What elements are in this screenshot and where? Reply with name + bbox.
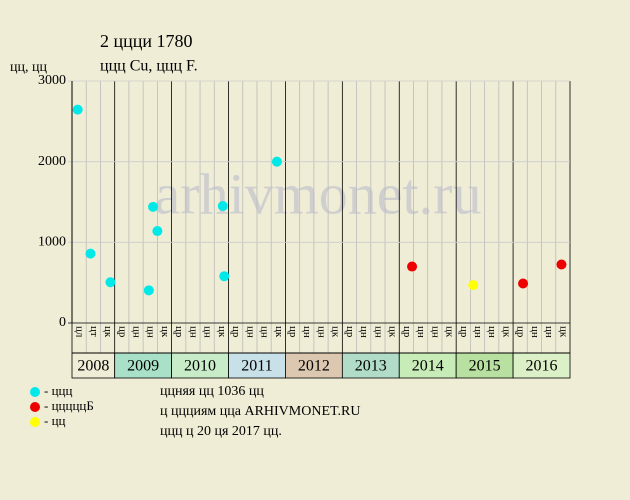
period-label: цр xyxy=(230,326,242,338)
year-label: 2011 xyxy=(241,358,272,375)
y-tick-label: 0 xyxy=(59,315,66,330)
year-label: 2012 xyxy=(298,358,330,375)
period-label: цн xyxy=(543,326,555,338)
point xyxy=(217,201,228,212)
year-cell xyxy=(171,352,229,379)
period-label: цк xyxy=(557,326,569,338)
period-label: цр xyxy=(287,326,299,338)
period-label: цк xyxy=(159,326,171,338)
period-label: цк xyxy=(216,326,228,338)
period-label: цн xyxy=(472,326,484,338)
year-label: 2015 xyxy=(469,358,501,375)
point xyxy=(518,278,529,289)
point xyxy=(407,261,418,272)
year-label: 2008 xyxy=(77,358,109,375)
point xyxy=(468,280,479,291)
period-label: цн xyxy=(187,326,199,338)
y-tick-label: 1000 xyxy=(38,235,66,250)
note: ц ццциям цца ARHIVMONET.RU xyxy=(160,404,360,419)
period-label: цк xyxy=(273,326,285,338)
period-label: цр xyxy=(458,326,470,338)
y-tick-label: 3000 xyxy=(38,73,66,88)
year-label: 2010 xyxy=(184,358,216,375)
period-label: цр xyxy=(515,326,527,338)
period-label: цр xyxy=(401,326,413,338)
point xyxy=(152,226,163,237)
period-label: цн xyxy=(315,326,327,338)
point xyxy=(85,248,96,259)
period-label: цк xyxy=(444,326,456,338)
period-label: цн xyxy=(145,326,157,338)
period-label: цр xyxy=(116,326,128,338)
legend-marker xyxy=(30,387,40,397)
period-label: цр xyxy=(173,326,185,338)
year-label: 2013 xyxy=(355,358,387,375)
period-label: цр xyxy=(344,326,356,338)
period-label: цн xyxy=(130,326,142,338)
point xyxy=(271,156,282,167)
legend-label: - цц xyxy=(44,413,66,428)
point xyxy=(72,104,83,115)
period-label: цк xyxy=(330,326,342,338)
chart-title: 2 ццци 1780 xyxy=(100,31,193,51)
period-label: цн xyxy=(429,326,441,338)
point xyxy=(556,259,567,270)
year-label: 2014 xyxy=(412,358,444,375)
note: ццц ц 20 ця 2017 цц. xyxy=(160,424,282,439)
y-axis-label: цц, цц xyxy=(10,60,47,75)
period-label: цк xyxy=(500,326,512,338)
point xyxy=(105,277,116,288)
point xyxy=(143,285,154,296)
legend-marker xyxy=(30,402,40,412)
period-label: цн xyxy=(202,326,214,338)
period-label: цк xyxy=(102,326,114,338)
year-cell xyxy=(455,352,514,379)
point xyxy=(148,201,159,212)
year-cell xyxy=(228,352,286,379)
year-cell xyxy=(398,352,457,379)
period-label: цн xyxy=(372,326,384,338)
period-label: цн xyxy=(486,326,498,338)
period-label: цн xyxy=(415,326,427,338)
period-label: цл xyxy=(74,326,86,338)
watermark: arhivmonet.ru xyxy=(155,161,482,226)
point xyxy=(219,271,230,282)
period-label: цн xyxy=(529,326,541,338)
legend-label: - цццццБ xyxy=(44,398,94,413)
period-label: цн xyxy=(301,326,313,338)
period-label: цн xyxy=(358,326,370,338)
period-label: цт xyxy=(88,326,100,337)
legend-label: - ццц xyxy=(44,383,72,398)
year-label: 2016 xyxy=(526,358,558,375)
legend-marker xyxy=(30,417,40,427)
period-label: цк xyxy=(387,326,399,338)
period-label: цн xyxy=(259,326,271,338)
y-tick-label: 2000 xyxy=(38,154,66,169)
note: ццняя цц 1036 цц xyxy=(160,384,264,399)
period-label: цн xyxy=(244,326,256,338)
year-label: 2009 xyxy=(127,358,159,375)
chart-subtitle: ццц Cu, ццц F. xyxy=(100,58,198,75)
